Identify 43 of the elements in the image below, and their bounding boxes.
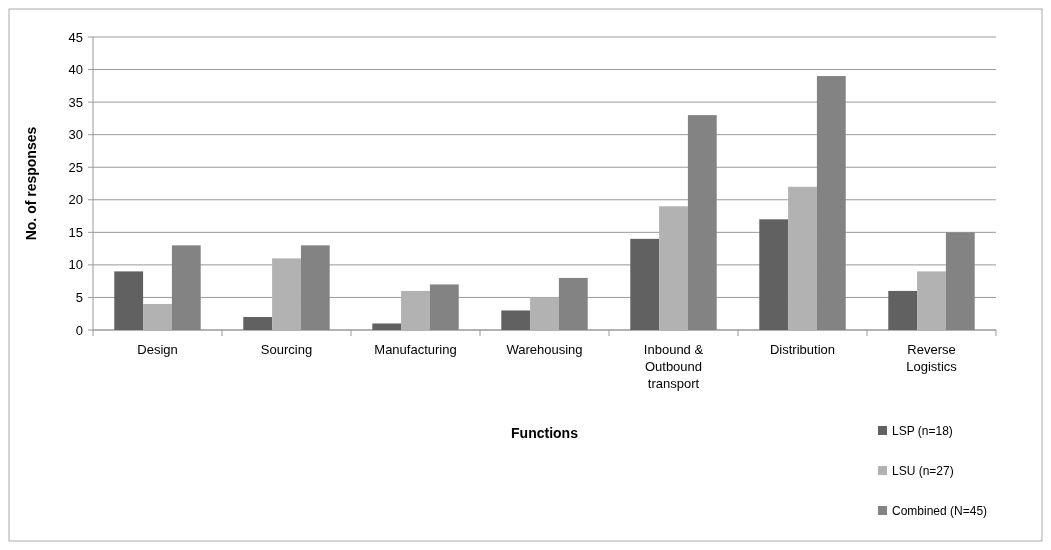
bar bbox=[917, 271, 946, 330]
x-tick-label: Sourcing bbox=[260, 342, 313, 357]
bar bbox=[243, 316, 273, 330]
bar bbox=[659, 206, 688, 330]
bar bbox=[372, 323, 402, 330]
bar bbox=[816, 76, 846, 330]
legend-label: Combined (N=45) bbox=[892, 504, 988, 519]
bar bbox=[945, 232, 975, 330]
bar bbox=[171, 245, 201, 330]
bar bbox=[429, 284, 459, 330]
y-tick-label: 45 bbox=[68, 29, 83, 45]
y-tick-label: 20 bbox=[68, 192, 83, 208]
bar bbox=[759, 219, 789, 330]
bar bbox=[272, 258, 301, 330]
bar bbox=[630, 238, 660, 330]
bar bbox=[558, 277, 588, 330]
bar bbox=[401, 290, 430, 330]
bar bbox=[300, 245, 330, 330]
y-tick-label: 30 bbox=[68, 127, 83, 143]
y-tick-label: 0 bbox=[75, 322, 83, 338]
x-tick-label: Inbound & Outbound transport bbox=[643, 342, 704, 391]
y-tick-label: 40 bbox=[68, 62, 83, 78]
bar bbox=[143, 303, 172, 330]
bar bbox=[114, 271, 144, 330]
legend-label: LSU (n=27) bbox=[892, 464, 954, 479]
x-tick-label: Reverse Logistics bbox=[906, 342, 958, 374]
legend-label: LSP (n=18) bbox=[892, 424, 953, 439]
x-tick-label: Distribution bbox=[769, 342, 836, 357]
y-tick-label: 10 bbox=[68, 257, 83, 273]
y-tick-label: 35 bbox=[68, 94, 83, 110]
bar bbox=[530, 297, 559, 330]
y-tick-label: 5 bbox=[75, 289, 83, 305]
y-tick-label: 25 bbox=[68, 159, 83, 175]
x-tick-label: Warehousing bbox=[506, 342, 583, 357]
x-tick-label: Manufacturing bbox=[374, 342, 457, 357]
y-tick-label: 15 bbox=[68, 224, 83, 240]
x-axis-title: Functions bbox=[511, 425, 579, 441]
x-tick-label: Design bbox=[137, 342, 178, 357]
bar bbox=[788, 186, 817, 330]
y-axis-title: No. of responses bbox=[23, 126, 39, 241]
bar bbox=[888, 290, 918, 330]
bar bbox=[687, 115, 717, 330]
bar bbox=[501, 310, 531, 330]
